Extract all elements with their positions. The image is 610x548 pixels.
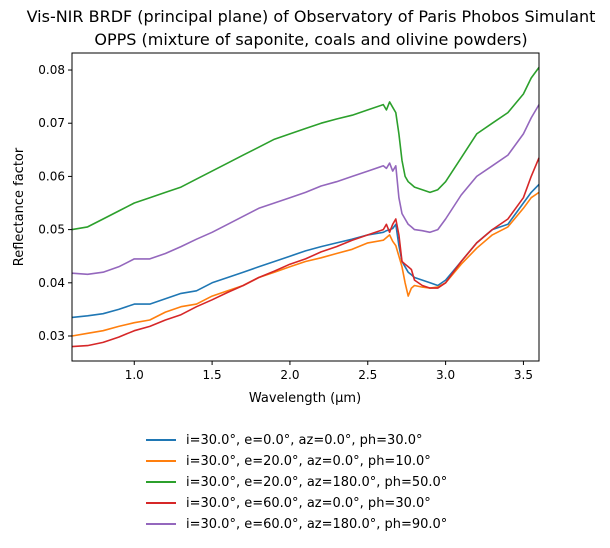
series-line-2 xyxy=(71,191,540,337)
legend-label-5: i=30.0°, e=60.0°, az=180.0°, ph=90.0° xyxy=(186,517,447,532)
x-axis-label: Wavelength (μm) xyxy=(249,391,361,406)
y-tick-label: 0.06 xyxy=(38,169,65,183)
x-tick-label: 3.0 xyxy=(436,368,455,382)
x-tick-label: 1.5 xyxy=(203,368,222,382)
legend-label-4: i=30.0°, e=60.0°, az=0.0°, ph=30.0° xyxy=(186,496,431,511)
y-tick-label: 0.07 xyxy=(38,116,65,130)
plot-area xyxy=(71,52,540,362)
x-axis: 1.0 1.5 2.0 2.5 3.0 3.5 xyxy=(125,361,533,382)
x-tick-label: 2.0 xyxy=(280,368,299,382)
y-tick-label: 0.05 xyxy=(38,223,65,237)
y-axis-label: Reflectance factor xyxy=(12,147,27,266)
chart-title-line-1: Vis-NIR BRDF (principal plane) of Observ… xyxy=(27,7,596,26)
x-tick-label: 3.5 xyxy=(514,368,533,382)
plot-frame xyxy=(71,52,540,362)
series-layer xyxy=(71,66,540,348)
series-line-5 xyxy=(71,104,540,276)
chart-title-line-2: OPPS (mixture of saponite, coals and oli… xyxy=(94,30,527,49)
y-tick-label: 0.03 xyxy=(38,329,65,343)
series-line-4 xyxy=(71,157,540,348)
legend-label-3: i=30.0°, e=20.0°, az=180.0°, ph=50.0° xyxy=(186,475,447,490)
legend-label-2: i=30.0°, e=20.0°, az=0.0°, ph=10.0° xyxy=(186,454,431,469)
legend-label-1: i=30.0°, e=0.0°, az=0.0°, ph=30.0° xyxy=(186,433,423,448)
y-tick-label: 0.04 xyxy=(38,276,65,290)
series-line-1 xyxy=(71,183,540,319)
series-line-3 xyxy=(71,66,540,231)
legend: i=30.0°, e=0.0°, az=0.0°, ph=30.0° i=30.0… xyxy=(146,433,447,532)
y-tick-label: 0.08 xyxy=(38,63,65,77)
x-tick-label: 1.0 xyxy=(125,368,144,382)
y-axis: 0.03 0.04 0.05 0.06 0.07 0.08 xyxy=(38,63,72,343)
x-tick-label: 2.5 xyxy=(358,368,377,382)
